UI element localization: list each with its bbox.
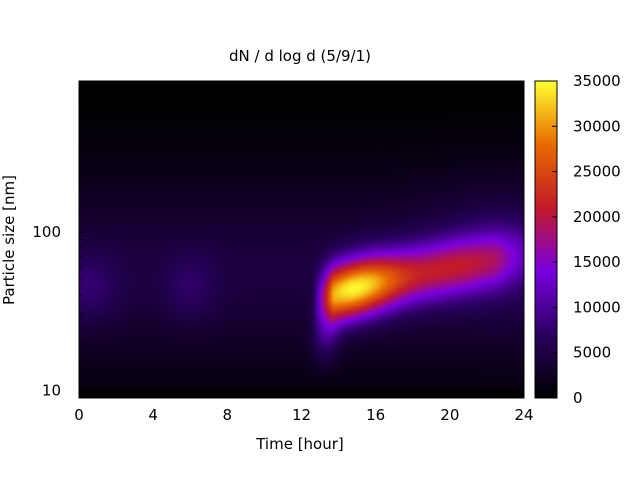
x-tick-label: 8 bbox=[223, 406, 233, 424]
colorbar-tick-label: 5000 bbox=[573, 344, 611, 362]
colorbar-axis: 0 5000 10000 15000 20000 25000 30000 35000 bbox=[552, 72, 621, 407]
colorbar-image bbox=[535, 81, 557, 398]
x-tick-label: 0 bbox=[74, 406, 84, 424]
x-tick-label: 24 bbox=[514, 406, 533, 424]
chart-title: dN / d log d (5/9/1) bbox=[229, 47, 371, 65]
x-axis-title: Time [hour] bbox=[255, 435, 344, 453]
colorbar-tick-label: 0 bbox=[573, 389, 583, 407]
colorbar-tick-label: 30000 bbox=[573, 117, 621, 135]
colorbar-tick-label: 25000 bbox=[573, 163, 621, 181]
colorbar-frame bbox=[534, 80, 558, 399]
colorbar-tick-label: 20000 bbox=[573, 208, 621, 226]
heatmap-image bbox=[79, 81, 524, 398]
x-tick-label: 12 bbox=[292, 406, 311, 424]
colorbar-tick-label: 10000 bbox=[573, 298, 621, 316]
y-tick-label: 10 bbox=[42, 382, 61, 400]
colorbar-tick-label: 35000 bbox=[573, 72, 621, 90]
y-axis-title: Particle size [nm] bbox=[0, 175, 18, 305]
x-tick-label: 4 bbox=[148, 406, 158, 424]
x-axis: 0 4 8 12 16 20 24 bbox=[74, 392, 534, 424]
y-tick-label: 100 bbox=[32, 223, 61, 241]
y-axis: 10 100 bbox=[32, 80, 85, 400]
x-tick-label: 20 bbox=[440, 406, 459, 424]
x-tick-label: 16 bbox=[366, 406, 385, 424]
colorbar-tick-label: 15000 bbox=[573, 253, 621, 271]
